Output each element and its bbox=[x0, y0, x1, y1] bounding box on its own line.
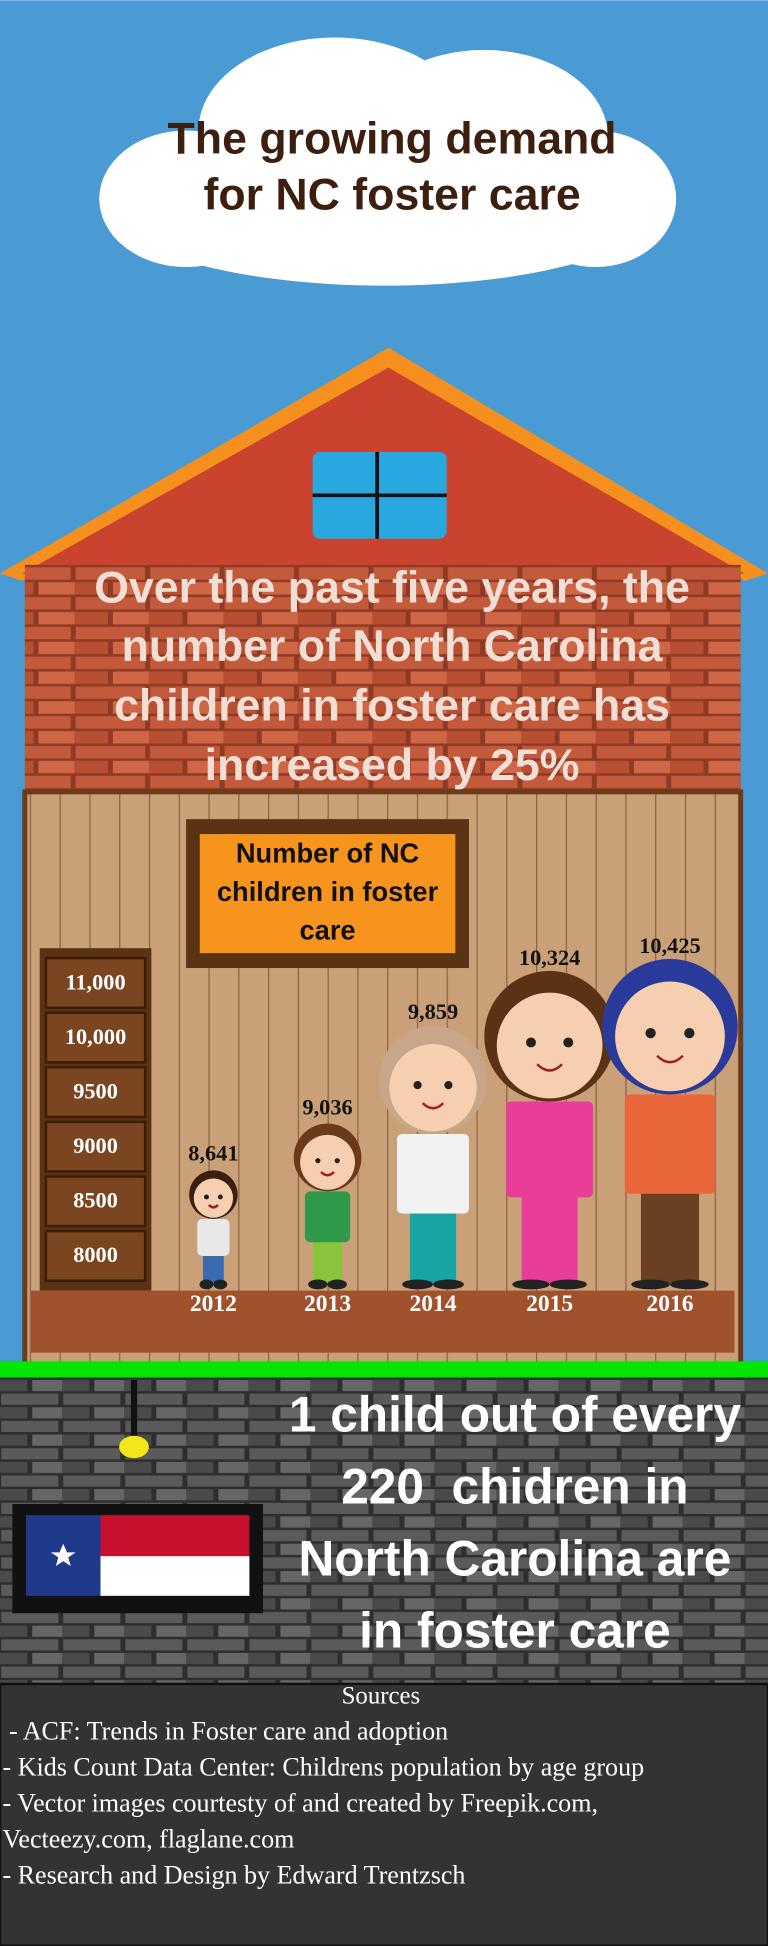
source-line: - Research and Design by Edward Trentzsc… bbox=[2, 1860, 465, 1889]
statistic-line: 220 chidren in bbox=[341, 1458, 688, 1514]
tick-box bbox=[44, 1229, 147, 1282]
statistic-line: in foster care bbox=[359, 1602, 671, 1658]
brick-wall bbox=[24, 564, 741, 795]
y-tick-label: 8000 bbox=[73, 1242, 118, 1267]
child-face bbox=[193, 1178, 234, 1218]
child-figure bbox=[379, 1026, 487, 1290]
child-shoe bbox=[549, 1279, 587, 1290]
child-eye bbox=[413, 1081, 422, 1090]
child-body bbox=[624, 1094, 716, 1194]
child-face bbox=[496, 992, 603, 1099]
child-eye bbox=[315, 1158, 321, 1164]
child-face bbox=[615, 981, 725, 1092]
child-eye bbox=[684, 1027, 695, 1039]
child-body bbox=[197, 1218, 230, 1256]
child-legs bbox=[203, 1253, 224, 1284]
headline-line: Over the past five years, the bbox=[94, 564, 690, 613]
child-shoe bbox=[199, 1279, 214, 1290]
child-eye bbox=[334, 1158, 340, 1164]
child-figure bbox=[293, 1123, 362, 1290]
x-tick-label: 2015 bbox=[526, 1291, 573, 1317]
sign bbox=[199, 834, 456, 954]
tick-box bbox=[44, 1175, 147, 1228]
child-face bbox=[389, 1044, 477, 1132]
child-body bbox=[304, 1191, 351, 1243]
cloud bbox=[99, 37, 677, 286]
child-legs bbox=[409, 1211, 457, 1284]
child-mouth bbox=[421, 1102, 445, 1110]
source-line: - ACF: Trends in Foster care and adoptio… bbox=[2, 1717, 448, 1746]
child-eye bbox=[444, 1081, 453, 1090]
value-label: 9,859 bbox=[408, 999, 458, 1024]
y-tick-label: 11,000 bbox=[65, 969, 125, 994]
child-shoe bbox=[669, 1279, 709, 1290]
child-eye bbox=[563, 1037, 574, 1048]
title-line: for NC foster care bbox=[203, 170, 580, 219]
value-label: 9,036 bbox=[302, 1095, 352, 1120]
value-label: 10,425 bbox=[639, 933, 700, 958]
flag-white bbox=[100, 1556, 250, 1596]
y-tick-label: 8500 bbox=[73, 1188, 118, 1213]
chart: 11,000 10,000 9500 9000 8500 8000 2012 8,641 201… bbox=[44, 933, 738, 1317]
child-mouth bbox=[207, 1204, 219, 1209]
child-eye bbox=[645, 1027, 656, 1039]
child-figure bbox=[602, 958, 738, 1290]
y-tick-label: 9000 bbox=[73, 1133, 118, 1158]
x-tick-label: 2016 bbox=[646, 1291, 693, 1317]
child-mouth bbox=[536, 1063, 563, 1072]
value-label: 8,641 bbox=[188, 1140, 238, 1165]
x-tick-label: 2013 bbox=[304, 1291, 351, 1317]
tick-box bbox=[44, 1011, 147, 1064]
statistic-line: North Carolina are bbox=[298, 1530, 731, 1586]
headline-line: number of North Carolina bbox=[122, 622, 664, 671]
child-shoe bbox=[512, 1279, 550, 1290]
y-tick-label: 9500 bbox=[73, 1078, 118, 1103]
title-line: The growing demand bbox=[168, 115, 617, 164]
tick-box bbox=[44, 956, 147, 1009]
child-figure bbox=[484, 970, 615, 1290]
child-legs bbox=[521, 1194, 578, 1284]
child-shoe bbox=[402, 1279, 434, 1290]
child-shoe bbox=[327, 1279, 347, 1290]
headline-line: increased by 25% bbox=[205, 741, 580, 790]
chart-title-line: children in foster bbox=[217, 876, 439, 907]
child-body bbox=[397, 1133, 469, 1214]
child-eye bbox=[217, 1194, 223, 1200]
x-tick-label: 2014 bbox=[409, 1291, 456, 1317]
chart-title-line: care bbox=[299, 914, 355, 945]
child-shoe bbox=[631, 1279, 670, 1290]
sources-title: Sources bbox=[342, 1682, 421, 1709]
floor bbox=[31, 1290, 735, 1353]
sources-panel bbox=[0, 1682, 768, 1946]
value-label: 10,324 bbox=[519, 945, 580, 970]
child-legs bbox=[313, 1239, 343, 1284]
source-line: - Kids Count Data Center: Childrens popu… bbox=[2, 1753, 644, 1782]
child-body bbox=[506, 1101, 594, 1198]
child-legs bbox=[640, 1191, 700, 1284]
source-line: Vecteezy.com, flaglane.com bbox=[2, 1824, 294, 1853]
child-face bbox=[300, 1134, 355, 1190]
x-tick-label: 2012 bbox=[190, 1291, 237, 1317]
child-mouth bbox=[320, 1171, 335, 1177]
statistic-line: 1 child out of every bbox=[289, 1387, 742, 1443]
source-line: - Vector images courtesty of and created… bbox=[2, 1789, 598, 1818]
lamp bbox=[119, 1435, 149, 1459]
chart-title-line: Number of NC bbox=[236, 837, 419, 868]
headline-line: children in foster care has bbox=[114, 682, 670, 731]
child-eye bbox=[203, 1194, 209, 1200]
child-mouth bbox=[656, 1054, 684, 1064]
tick-box bbox=[44, 1066, 147, 1119]
grass bbox=[0, 1361, 768, 1378]
child-shoe bbox=[433, 1279, 464, 1290]
y-tick-label: 10,000 bbox=[65, 1024, 126, 1049]
flag-red bbox=[100, 1515, 250, 1557]
child-shoe bbox=[213, 1279, 228, 1290]
child-figure bbox=[189, 1170, 238, 1290]
tick-box bbox=[44, 1120, 147, 1173]
flag-star bbox=[50, 1543, 76, 1567]
child-eye bbox=[525, 1037, 536, 1048]
child-shoe bbox=[308, 1279, 328, 1290]
